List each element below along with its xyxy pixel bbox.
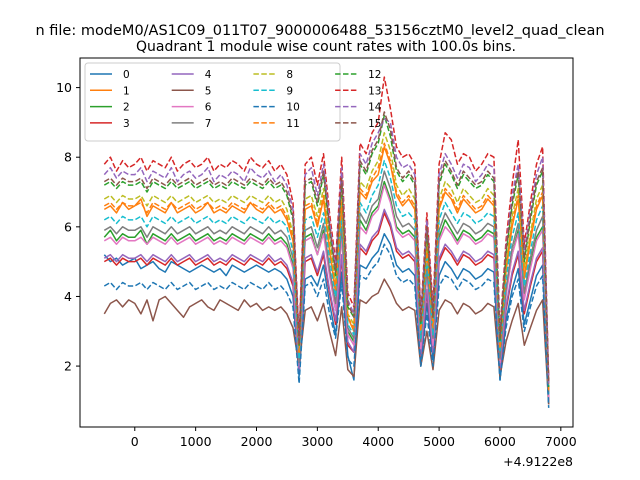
- y-tick-label: 10: [56, 80, 72, 95]
- x-axis: 0 1000 2000 3000 4000 5000 6000 7000: [131, 427, 577, 449]
- legend-label-13: 13: [368, 85, 381, 97]
- x-tick-label: 2000: [241, 434, 273, 449]
- x-tick-label: 0: [131, 434, 139, 449]
- series-line-10: [103, 243, 550, 408]
- y-tick-label: 6: [64, 219, 72, 234]
- legend-label-10: 10: [286, 102, 299, 114]
- legend-label-3: 3: [123, 118, 130, 130]
- y-tick-label: 8: [64, 150, 72, 165]
- series-line-9: [103, 159, 550, 394]
- legend-label-8: 8: [286, 69, 293, 81]
- series-line-15: [103, 111, 550, 384]
- legend-label-15: 15: [368, 118, 381, 130]
- legend-label-1: 1: [123, 85, 130, 97]
- legend-label-4: 4: [205, 69, 212, 81]
- series-line-13: [103, 76, 550, 381]
- legend-label-12: 12: [368, 69, 381, 81]
- legend-label-0: 0: [123, 69, 130, 81]
- plot-frame: [79, 57, 574, 428]
- chart-title: Quadrant 1 module wise count rates with …: [136, 39, 516, 55]
- legend-label-5: 5: [205, 85, 212, 97]
- x-tick-label: 5000: [423, 434, 455, 449]
- legend-label-9: 9: [286, 85, 293, 97]
- y-axis: 2 4 6 8 10: [56, 80, 80, 374]
- x-offset-label: +4.9122e8: [503, 454, 573, 469]
- y-tick-label: 4: [64, 289, 72, 304]
- series-line-7: [103, 170, 550, 394]
- series-line-0: [103, 233, 550, 405]
- series-line-6: [103, 184, 550, 398]
- legend-box: [84, 62, 341, 142]
- chart-suptitle: n file: modeM0/AS1C09_011T07_9000006488_…: [35, 23, 604, 39]
- legend-label-7: 7: [205, 118, 212, 130]
- x-tick-label: 6000: [484, 434, 516, 449]
- x-tick-label: 4000: [362, 434, 394, 449]
- legend-label-11: 11: [286, 118, 299, 130]
- series-line-4: [103, 208, 550, 401]
- x-tick-label: 7000: [545, 434, 577, 449]
- legend-label-14: 14: [368, 102, 382, 114]
- series-line-11: [103, 142, 550, 391]
- plot-lines: [103, 76, 550, 408]
- series-line-8: [103, 132, 550, 391]
- x-tick-label: 3000: [301, 434, 333, 449]
- x-tick-label: 1000: [180, 434, 212, 449]
- legend-label-2: 2: [123, 102, 130, 114]
- series-line-5: [103, 278, 550, 405]
- legend-label-6: 6: [205, 102, 212, 114]
- series-line-14: [103, 118, 550, 384]
- y-tick-label: 2: [64, 359, 72, 374]
